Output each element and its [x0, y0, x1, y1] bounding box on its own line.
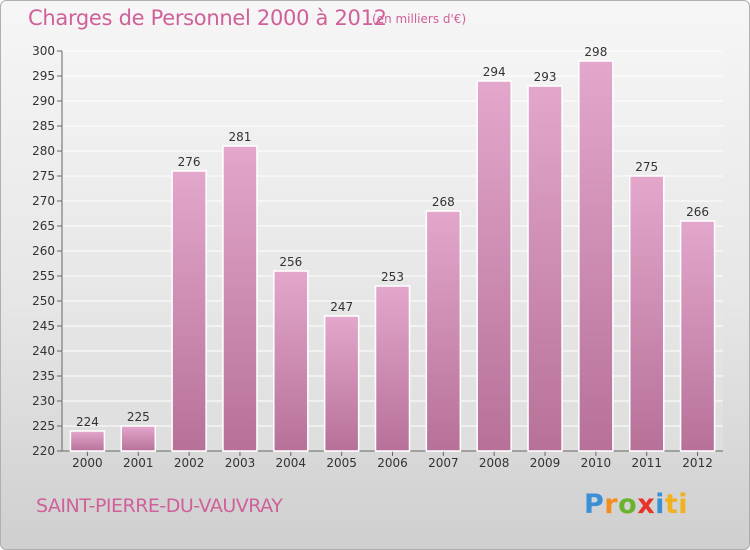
bar-2001	[120, 425, 157, 452]
x-tick-label-2011: 2011	[631, 456, 662, 470]
bar-2002	[171, 170, 207, 452]
proxiti-logo[interactable]: Proxiti	[584, 489, 688, 520]
bar-2006	[374, 285, 411, 452]
data-label-2009: 293	[534, 70, 557, 84]
y-tick-label: 265	[32, 219, 55, 233]
y-tick-label: 280	[32, 144, 55, 158]
data-label-2005: 247	[330, 300, 353, 314]
data-label-2003: 281	[229, 130, 252, 144]
chart-unit-label: (en milliers d'€)	[372, 12, 467, 26]
y-tick-label: 230	[32, 394, 55, 408]
data-label-2010: 298	[584, 45, 607, 59]
y-tick-label: 300	[32, 44, 55, 58]
logo-letter: o	[618, 489, 638, 520]
y-tick-label: 290	[32, 94, 55, 108]
x-tick-label-2000: 2000	[72, 456, 103, 470]
data-label-2008: 294	[483, 65, 506, 79]
bar-2004	[273, 270, 309, 452]
x-tick-label-2004: 2004	[276, 456, 307, 470]
y-tick-label: 285	[32, 119, 55, 133]
bar-2005	[323, 315, 360, 452]
bar-2010	[578, 60, 614, 452]
data-label-2001: 225	[127, 410, 150, 424]
x-tick-label-2010: 2010	[581, 456, 612, 470]
y-tick-label: 250	[32, 294, 55, 308]
bar-2011	[628, 175, 665, 452]
logo-letter: x	[637, 489, 656, 520]
commune-name: SAINT-PIERRE-DU-VAUVRAY	[36, 495, 283, 517]
x-tick-label-2008: 2008	[479, 456, 510, 470]
data-label-2007: 268	[432, 195, 455, 209]
y-tick-label: 295	[32, 69, 55, 83]
logo-letter: r	[604, 489, 619, 520]
x-tick-label-2003: 2003	[225, 456, 256, 470]
bar-2012	[679, 220, 716, 452]
x-tick-label-2009: 2009	[530, 456, 561, 470]
y-tick-label: 245	[32, 319, 55, 333]
y-tick-label: 240	[32, 344, 55, 358]
data-label-2011: 275	[635, 160, 658, 174]
chart-title: Charges de Personnel 2000 à 2012	[28, 6, 387, 30]
x-tick-label-2006: 2006	[377, 456, 408, 470]
logo-letter: i	[655, 489, 665, 520]
data-label-2004: 256	[279, 255, 302, 269]
y-tick-label: 235	[32, 369, 55, 383]
y-tick-label: 255	[32, 269, 55, 283]
bar-2003	[222, 145, 258, 452]
y-tick-label: 270	[32, 194, 55, 208]
bar-2009	[527, 85, 563, 452]
x-tick-label-2012: 2012	[682, 456, 713, 470]
x-tick-label-2002: 2002	[174, 456, 205, 470]
y-tick-label: 220	[32, 444, 55, 458]
data-label-2006: 253	[381, 270, 404, 284]
bar-2007	[425, 210, 462, 452]
y-tick-label: 275	[32, 169, 55, 183]
data-label-2002: 276	[178, 155, 201, 169]
bar-2000	[69, 430, 106, 452]
x-tick-label-2005: 2005	[326, 456, 357, 470]
data-label-2000: 224	[76, 415, 99, 429]
logo-letter: P	[584, 489, 605, 520]
y-tick-label: 225	[32, 419, 55, 433]
bar-2008	[476, 80, 512, 452]
x-tick-label-2001: 2001	[123, 456, 154, 470]
y-tick-label: 260	[32, 244, 55, 258]
logo-letter: ti	[664, 489, 689, 520]
data-label-2012: 266	[686, 205, 709, 219]
x-tick-label-2007: 2007	[428, 456, 459, 470]
